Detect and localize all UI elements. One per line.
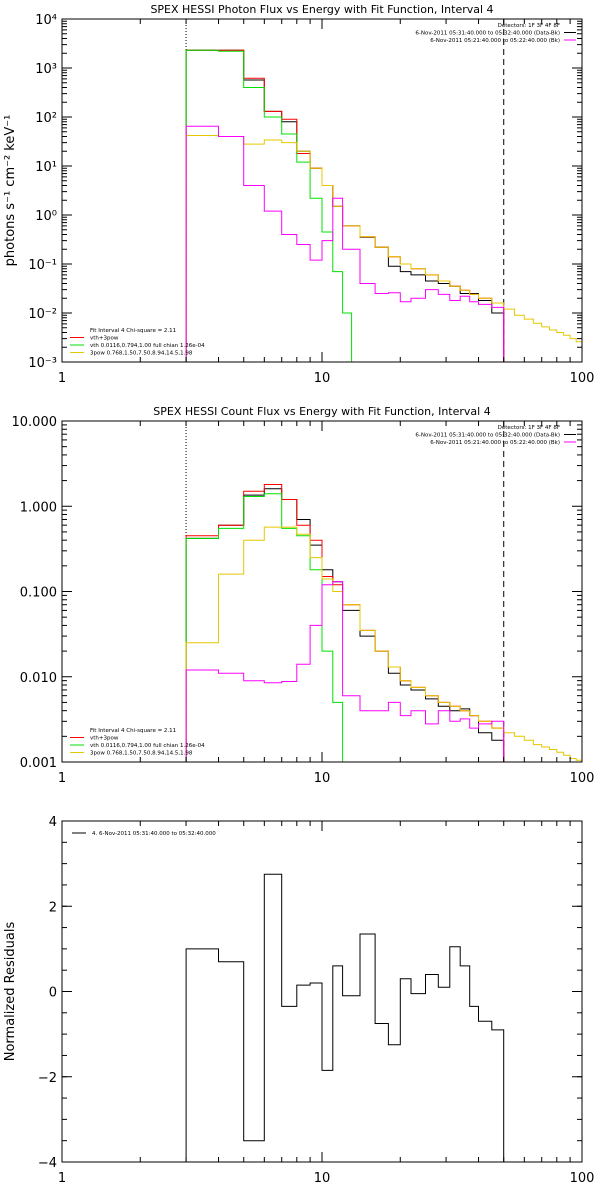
legend-bottom-left-entry: vth 0.0116,0.794,1.00 full chian 1.26e-0… <box>90 343 205 349</box>
y-tick-label: 10¹ <box>35 160 57 175</box>
y-tick-label: 10⁻¹ <box>28 258 57 273</box>
x-tick-label: 1 <box>58 771 66 786</box>
legend-top-left: 4. 6-Nov-2011 05:31:40.000 to 05:32:40.0… <box>72 831 216 837</box>
series-data-bk <box>185 49 505 362</box>
legend-bottom-left-entry: vth 0.0116,0.794,1.00 full chian 1.26e-0… <box>90 743 205 749</box>
legend-bottom-left-entry: 3pow 0.768,1.50,7.50,8.94,14.5,1.98 <box>90 351 193 357</box>
legend-bottom-left: Fit Interval 4 Chi-square = 2.11 vth+3pow… <box>70 728 205 757</box>
series-vth-3pow <box>185 484 505 762</box>
series-vth <box>185 493 344 762</box>
legend-top-right-entry: 6-Nov-2011 05:31:40.000 to 05:32:40.000 … <box>415 433 560 439</box>
x-tick-label: 100 <box>570 1171 595 1186</box>
legend-top-right-entry: Detectors: 1F 3F 4F 8F <box>498 23 560 29</box>
y-tick-label: 10³ <box>35 62 57 77</box>
x-tick-label: 10 <box>314 771 331 786</box>
photon-flux-chart: SPEX HESSI Photon Flux vs Energy with Fi… <box>3 3 594 386</box>
series-data-bk <box>185 488 505 762</box>
count-flux-chart: SPEX HESSI Count Flux vs Energy with Fit… <box>12 405 595 786</box>
y-tick-label: 0 <box>49 986 57 1001</box>
legend-bottom-left-entry: Fit Interval 4 Chi-square = 2.11 <box>90 728 176 734</box>
x-tick-label: 10 <box>314 371 331 386</box>
y-tick-label: 1.000 <box>20 500 57 515</box>
legend-bottom-left-entry: vth+3pow <box>90 336 119 342</box>
legend-top-right-entry: 6-Nov-2011 05:21:40.000 to 05:22:40.000 … <box>430 440 560 446</box>
y-tick-label: 10² <box>35 111 57 126</box>
x-tick-label: 100 <box>570 371 595 386</box>
y-tick-label: 2 <box>49 900 57 915</box>
y-tick-label: 10⁻² <box>28 307 57 322</box>
x-tick-label: 10 <box>314 1171 331 1186</box>
y-tick-label: 10⁰ <box>35 209 57 224</box>
legend-bottom-left-entry: vth+3pow <box>90 736 119 742</box>
y-tick-label: 10.000 <box>12 415 58 430</box>
legend-top-right: Detectors: 1F 3F 4F 8F 6-Nov-2011 05:31:4… <box>415 425 576 446</box>
series-3pow <box>185 135 582 362</box>
legend-bottom-left: Fit Interval 4 Chi-square = 2.11 vth+3pow… <box>70 328 205 357</box>
residuals-chart: 1 10 100 −4 −2 0 2 4 Normalized Residuals 4. 6-No… <box>3 815 594 1186</box>
y-tick-label: 0.001 <box>20 756 57 771</box>
series-vth <box>185 49 353 362</box>
y-tick-label: 10⁴ <box>35 13 57 28</box>
series-4-6-nov-2011-05-31-40-000-to-05-32-40-000 <box>185 873 505 1162</box>
x-tick-label: 100 <box>570 771 595 786</box>
series-group <box>185 49 582 362</box>
y-tick-label: 0.100 <box>20 586 57 601</box>
chart-title: SPEX HESSI Count Flux vs Energy with Fit… <box>153 405 490 418</box>
series-vth-3pow <box>185 49 505 362</box>
y-tick-label: 0.010 <box>20 671 57 686</box>
y-tick-label: −2 <box>38 1071 57 1086</box>
x-tick-label: 1 <box>58 371 66 386</box>
x-tick-label: 1 <box>58 1171 66 1186</box>
y-tick-label: −4 <box>38 1156 57 1171</box>
legend-top-right: Detectors: 1F 3F 4F 8F 6-Nov-2011 05:31:4… <box>415 23 576 44</box>
legend-top-right-entry: Detectors: 1F 3F 4F 8F <box>498 425 560 431</box>
legend-bottom-left-entry: 3pow 0.768,1.50,7.50,8.94,14.5,1.98 <box>90 751 193 757</box>
series-group <box>185 873 505 1162</box>
series-group <box>185 484 582 762</box>
series-bk <box>185 581 505 762</box>
series-3pow <box>185 526 582 762</box>
y-axis-label: Normalized Residuals <box>3 922 18 1062</box>
legend-top-right-entry: 6-Nov-2011 05:21:40.000 to 05:22:40.000 … <box>430 38 560 44</box>
y-axis-label: photons s⁻¹ cm⁻² keV⁻¹ <box>3 115 18 267</box>
chart-title: SPEX HESSI Photon Flux vs Energy with Fi… <box>150 3 493 16</box>
legend-bottom-left-entry: Fit Interval 4 Chi-square = 2.11 <box>90 328 176 334</box>
legend-top-right-entry: 6-Nov-2011 05:31:40.000 to 05:32:40.000 … <box>415 31 560 37</box>
series-bk <box>185 125 505 362</box>
y-tick-label: 10⁻³ <box>28 356 57 371</box>
y-tick-label: 4 <box>49 815 57 830</box>
legend-top-left-entry: 4. 6-Nov-2011 05:31:40.000 to 05:32:40.0… <box>92 831 216 837</box>
